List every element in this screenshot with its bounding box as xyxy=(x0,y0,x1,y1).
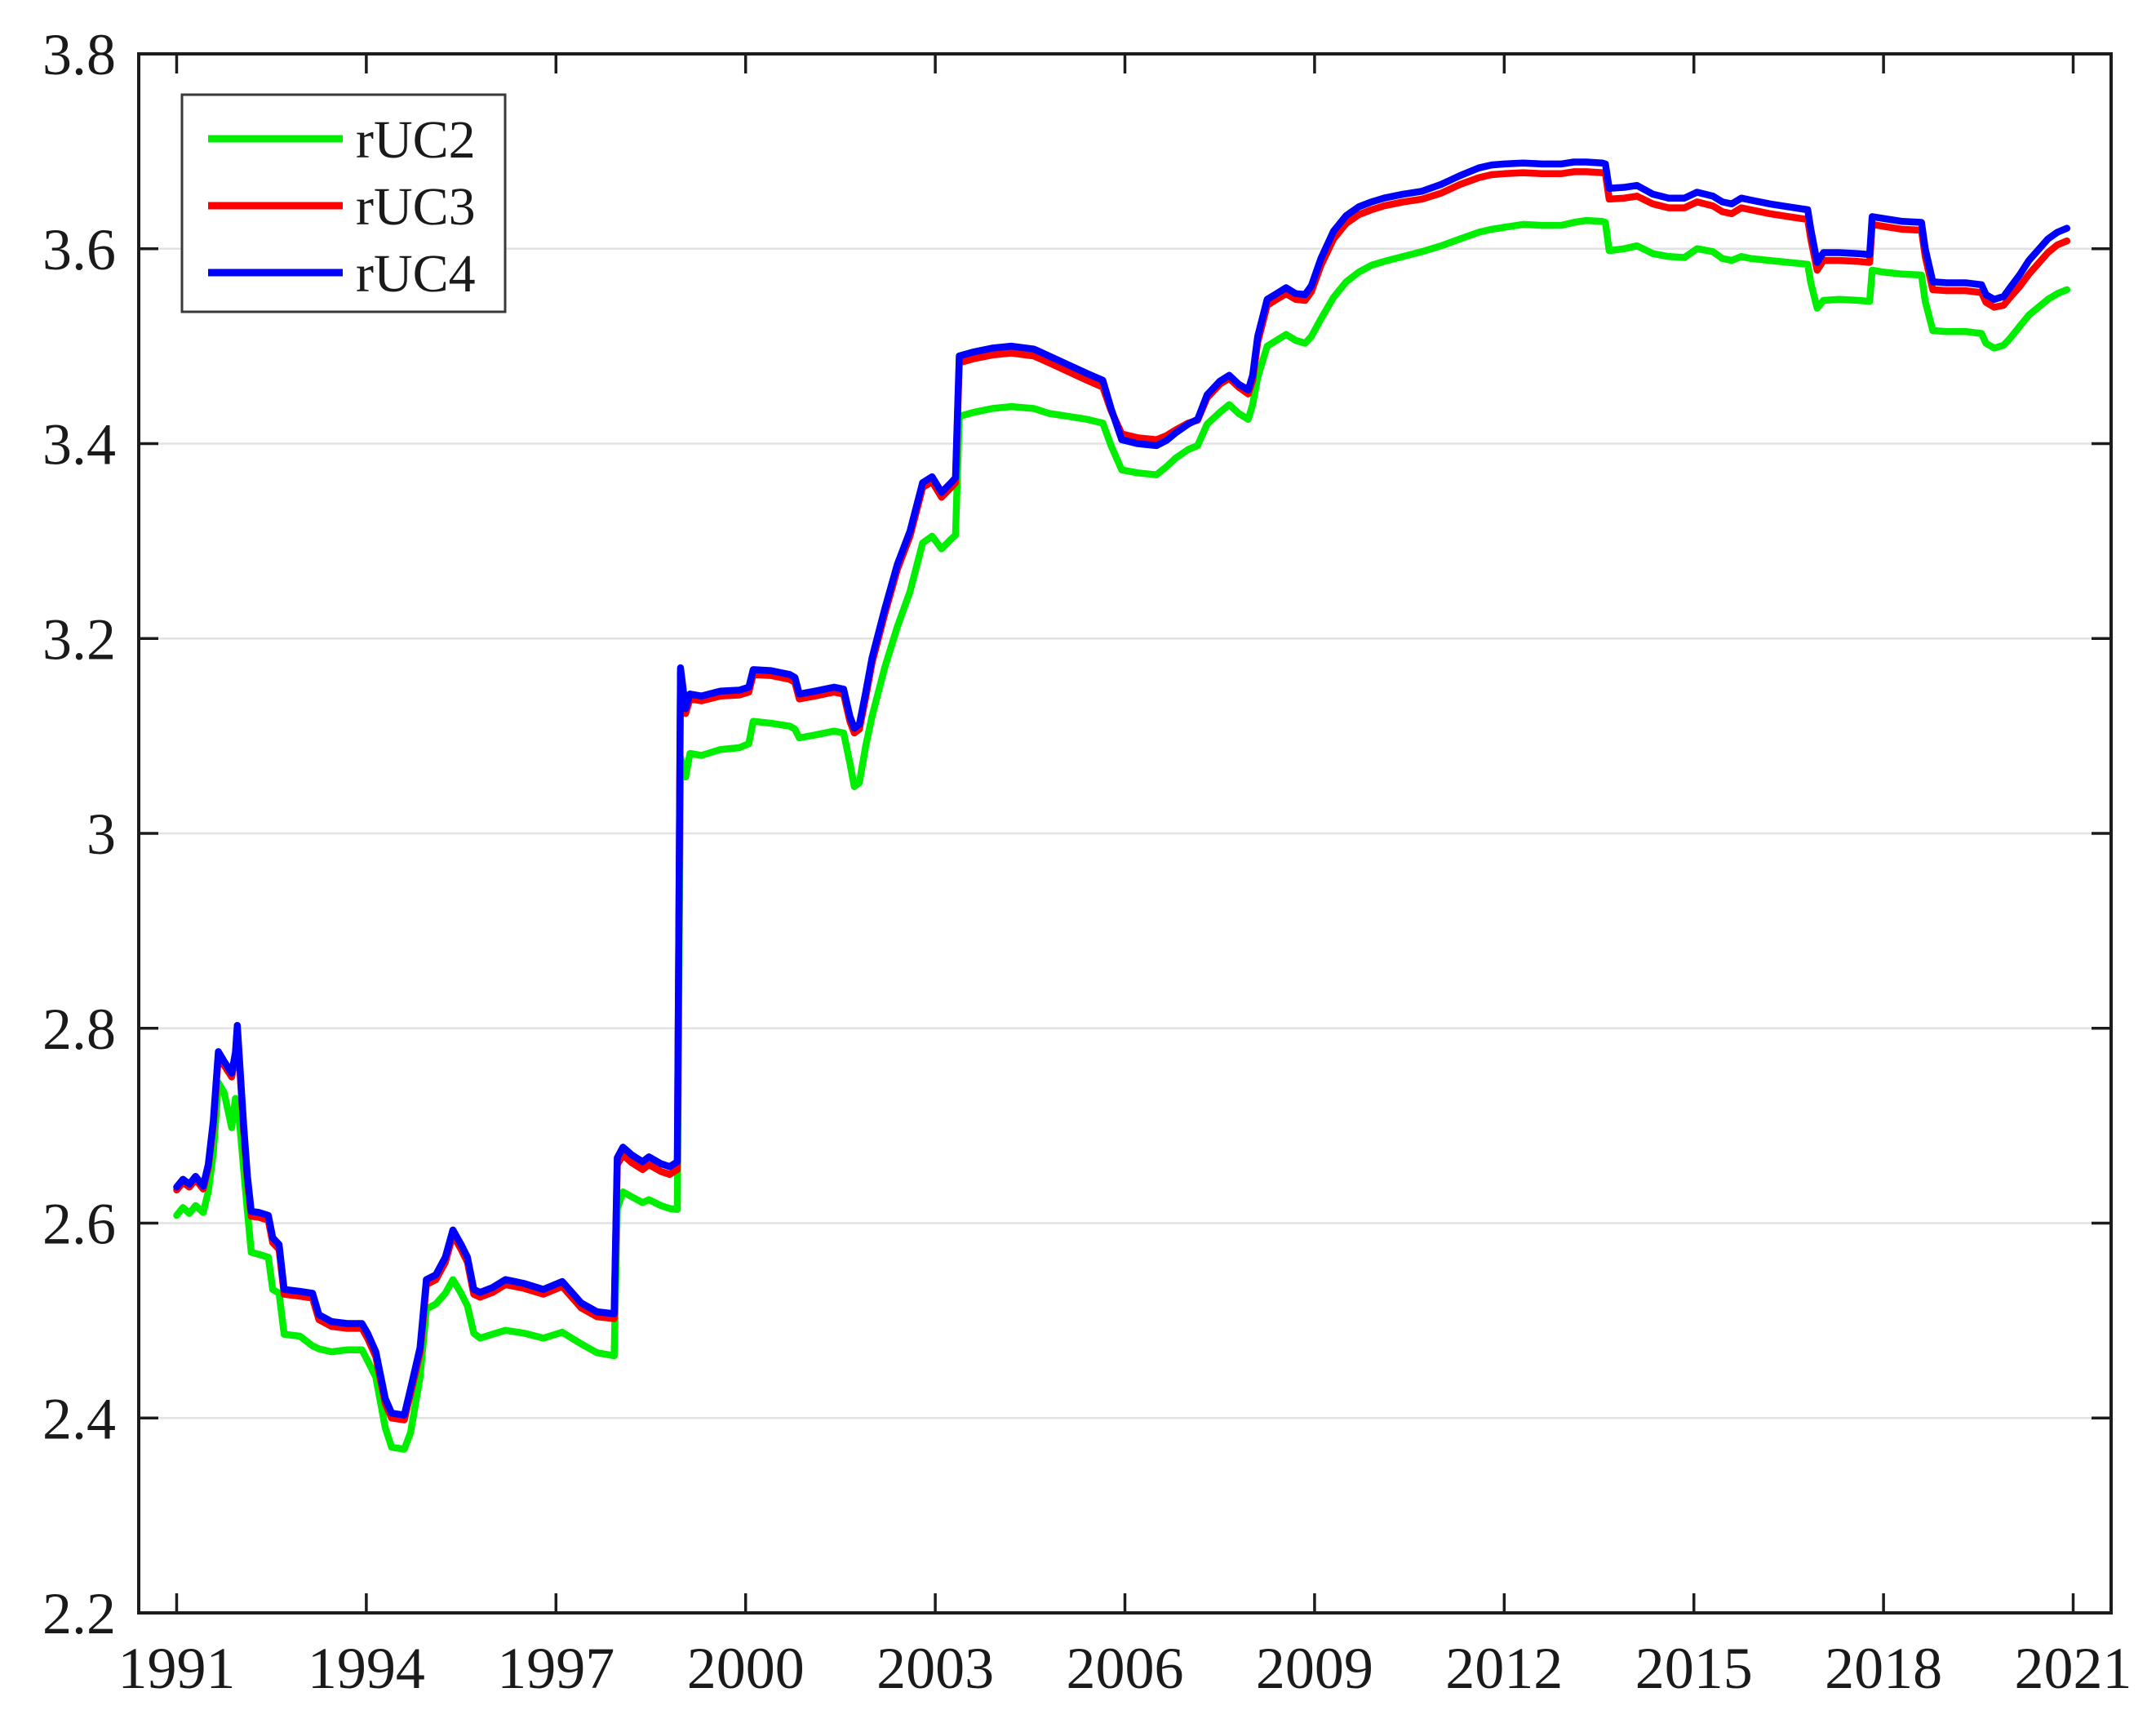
x-tick-label: 1991 xyxy=(118,1636,235,1701)
x-tick-label: 2012 xyxy=(1445,1636,1563,1701)
y-tick-label: 3 xyxy=(87,802,116,867)
x-tick-label: 2006 xyxy=(1067,1636,1184,1701)
x-tick-label: 2021 xyxy=(2015,1636,2132,1701)
y-tick-label: 2.8 xyxy=(42,997,116,1062)
y-tick-label: 2.6 xyxy=(42,1192,116,1257)
series-line-rUC2 xyxy=(173,216,2071,1453)
x-tick-label: 1994 xyxy=(308,1636,425,1701)
y-tick-label: 3.2 xyxy=(42,606,116,672)
x-tick-label: 2000 xyxy=(687,1636,805,1701)
y-tick-label: 2.4 xyxy=(42,1386,116,1451)
series-line-rUC4 xyxy=(173,158,2071,1419)
legend-label-rUC3: rUC3 xyxy=(356,177,476,237)
legend-label-rUC2: rUC2 xyxy=(356,110,476,170)
y-tick-label: 3.8 xyxy=(42,22,116,87)
x-tick-label: 2015 xyxy=(1635,1636,1753,1701)
y-tick-label: 3.6 xyxy=(42,217,116,282)
y-tick-label: 3.4 xyxy=(42,412,116,478)
x-tick-label: 2018 xyxy=(1825,1636,1942,1701)
legend-label-rUC4: rUC4 xyxy=(356,244,476,304)
x-tick-label: 1997 xyxy=(497,1636,614,1701)
x-tick-label: 2009 xyxy=(1256,1636,1373,1701)
y-tick-label: 2.2 xyxy=(42,1581,116,1646)
x-tick-label: 2003 xyxy=(876,1636,994,1701)
